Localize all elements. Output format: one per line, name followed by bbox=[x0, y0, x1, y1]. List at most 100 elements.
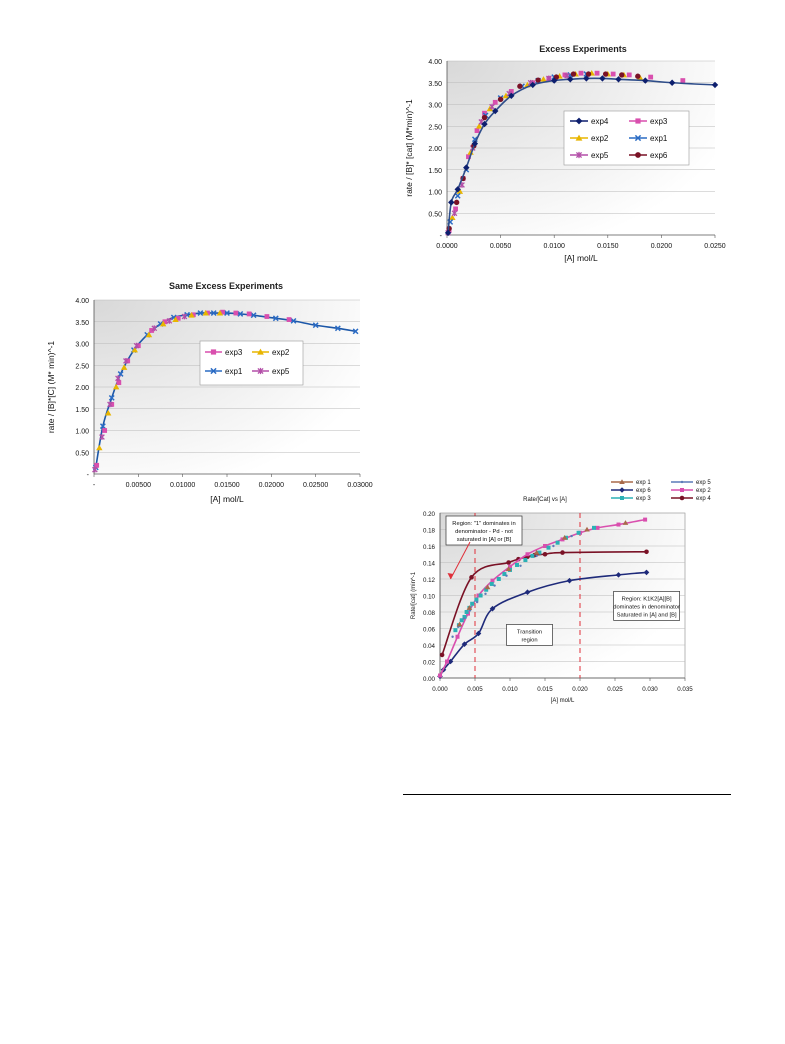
same-data-point bbox=[159, 320, 167, 327]
rate-x-tick-label: 0.015 bbox=[537, 686, 553, 693]
rate-data-point bbox=[476, 593, 481, 598]
rate-data-point bbox=[524, 589, 531, 595]
same-data-point bbox=[104, 409, 112, 416]
rate-data-point bbox=[508, 564, 512, 569]
rate-y-tick-label: 0.16 bbox=[423, 544, 436, 551]
excess-data-point bbox=[451, 210, 458, 217]
excess-x-tick-label: 0.0150 bbox=[597, 243, 619, 250]
excess-data-point bbox=[467, 149, 474, 155]
excess-data-point bbox=[711, 81, 719, 89]
rate-data-point bbox=[546, 545, 551, 550]
rate-y-tick-label: 0.12 bbox=[423, 577, 436, 584]
same-data-point bbox=[237, 310, 244, 317]
excess-data-point bbox=[463, 164, 470, 171]
same-excess-experiments-chart: Same Excess Experiments - 0.50 1.00 1.50 2.00… bbox=[40, 278, 373, 510]
rate-data-point bbox=[542, 551, 548, 557]
rate-annotation-transition-region: Transition region bbox=[506, 624, 553, 646]
rate-annotation-right-region-text: Region: K1K2[A][B] bbox=[622, 596, 672, 602]
rate-data-point bbox=[552, 544, 555, 548]
rate-legend-marker bbox=[620, 496, 624, 500]
same-y-tick-label: 4.00 bbox=[75, 298, 89, 305]
rate-data-point bbox=[584, 526, 590, 532]
rate-y-tick-label: 0.14 bbox=[423, 561, 436, 568]
excess-experiments-svg: Excess Experiments - 0.50 1.00 1.50 2.00 2.50 3… bbox=[404, 44, 726, 263]
excess-x-axis-label: [A] mol/L bbox=[564, 253, 598, 263]
rate-data-point bbox=[595, 525, 600, 530]
excess-legend-marker bbox=[635, 118, 641, 124]
rate-data-point bbox=[464, 610, 469, 614]
excess-data-point bbox=[482, 110, 487, 116]
excess-legend-label: exp4 bbox=[591, 117, 609, 126]
excess-data-point bbox=[449, 214, 456, 220]
excess-x-tick-label: 0.0250 bbox=[704, 243, 726, 250]
excess-data-point bbox=[545, 75, 552, 82]
rate-legend-label: exp 4 bbox=[696, 496, 711, 502]
rate-annotation-arrowhead bbox=[447, 573, 454, 579]
same-data-point bbox=[172, 316, 179, 322]
rate-data-point bbox=[643, 517, 648, 522]
same-data-point bbox=[102, 428, 108, 433]
same-data-point bbox=[112, 383, 120, 390]
rate-data-point bbox=[560, 550, 565, 555]
excess-legend: exp4 exp3 exp2 exp1 exp5 exp6 bbox=[563, 110, 690, 166]
same-legend-label: exp5 bbox=[272, 367, 290, 376]
same-excess-experiments-svg: Same Excess Experiments - 0.50 1.00 1.50 2.00… bbox=[46, 281, 373, 504]
rate-data-point bbox=[530, 553, 535, 558]
rate-series-exp4 bbox=[439, 549, 649, 658]
excess-x-tick-label: 0.0100 bbox=[543, 243, 565, 250]
same-data-point bbox=[135, 343, 141, 349]
same-data-point bbox=[202, 309, 209, 316]
rate-data-point bbox=[484, 587, 489, 592]
same-y-tick-label: - bbox=[87, 472, 90, 479]
rate-x-tick-label: 0.030 bbox=[642, 686, 658, 693]
rate-data-point bbox=[537, 550, 542, 555]
same-y-tick-label: 0.50 bbox=[75, 450, 89, 457]
excess-data-point bbox=[562, 72, 568, 78]
same-data-point bbox=[117, 371, 124, 377]
same-y-tick-label: 3.00 bbox=[75, 342, 89, 349]
rate-legend-label: exp 2 bbox=[696, 488, 711, 494]
rate-annotation-left-region-text: Region: "1" dominates in bbox=[452, 521, 515, 527]
same-series-exp5 bbox=[92, 313, 188, 473]
rate-y-tick-label: 0.20 bbox=[423, 511, 436, 518]
excess-data-point bbox=[456, 188, 464, 194]
rate-legend-label: exp 5 bbox=[696, 480, 711, 486]
excess-data-point bbox=[648, 74, 654, 80]
rate-series-line bbox=[439, 571, 647, 677]
excess-data-point bbox=[578, 70, 584, 76]
excess-y-axis-label: rate / [B]* [cat] (M*min)^-1 bbox=[404, 99, 414, 197]
excess-data-point bbox=[602, 71, 609, 77]
same-data-point bbox=[272, 315, 279, 322]
rate-annotation-left-region: Region: "1" dominates in denominator - Pd… bbox=[445, 515, 523, 546]
same-data-point bbox=[123, 358, 129, 364]
excess-legend-marker bbox=[575, 117, 583, 125]
excess-data-point bbox=[635, 73, 641, 79]
rate-data-point bbox=[525, 552, 530, 557]
excess-data-point bbox=[492, 107, 499, 115]
same-x-axis-label: [A] mol/L bbox=[210, 494, 244, 504]
rate-data-point bbox=[493, 584, 496, 587]
excess-data-point bbox=[453, 206, 458, 212]
rate-y-tick-label: 0.04 bbox=[423, 643, 436, 650]
rate-data-point bbox=[561, 534, 568, 540]
excess-data-point bbox=[540, 76, 547, 82]
same-data-point bbox=[250, 312, 257, 319]
rate-series-exp1 bbox=[456, 520, 629, 627]
rate-data-point bbox=[462, 617, 465, 620]
excess-title: Excess Experiments bbox=[539, 44, 627, 54]
excess-legend-label: exp1 bbox=[650, 134, 668, 143]
excess-data-point bbox=[529, 81, 536, 89]
rate-data-point bbox=[474, 597, 479, 602]
excess-data-point bbox=[448, 199, 455, 206]
same-legend-marker bbox=[210, 349, 217, 355]
same-x-tick-label: 0.02500 bbox=[303, 482, 328, 489]
excess-data-point bbox=[444, 229, 452, 237]
same-data-point bbox=[99, 423, 106, 430]
same-data-point bbox=[352, 328, 359, 335]
rate-y-tick-label: 0.18 bbox=[423, 528, 436, 535]
same-legend-marker bbox=[210, 367, 217, 375]
rate-legend-marker bbox=[680, 480, 684, 484]
same-data-point bbox=[246, 311, 252, 317]
same-x-tick-label: 0.01500 bbox=[214, 482, 239, 489]
same-data-point bbox=[133, 342, 140, 349]
